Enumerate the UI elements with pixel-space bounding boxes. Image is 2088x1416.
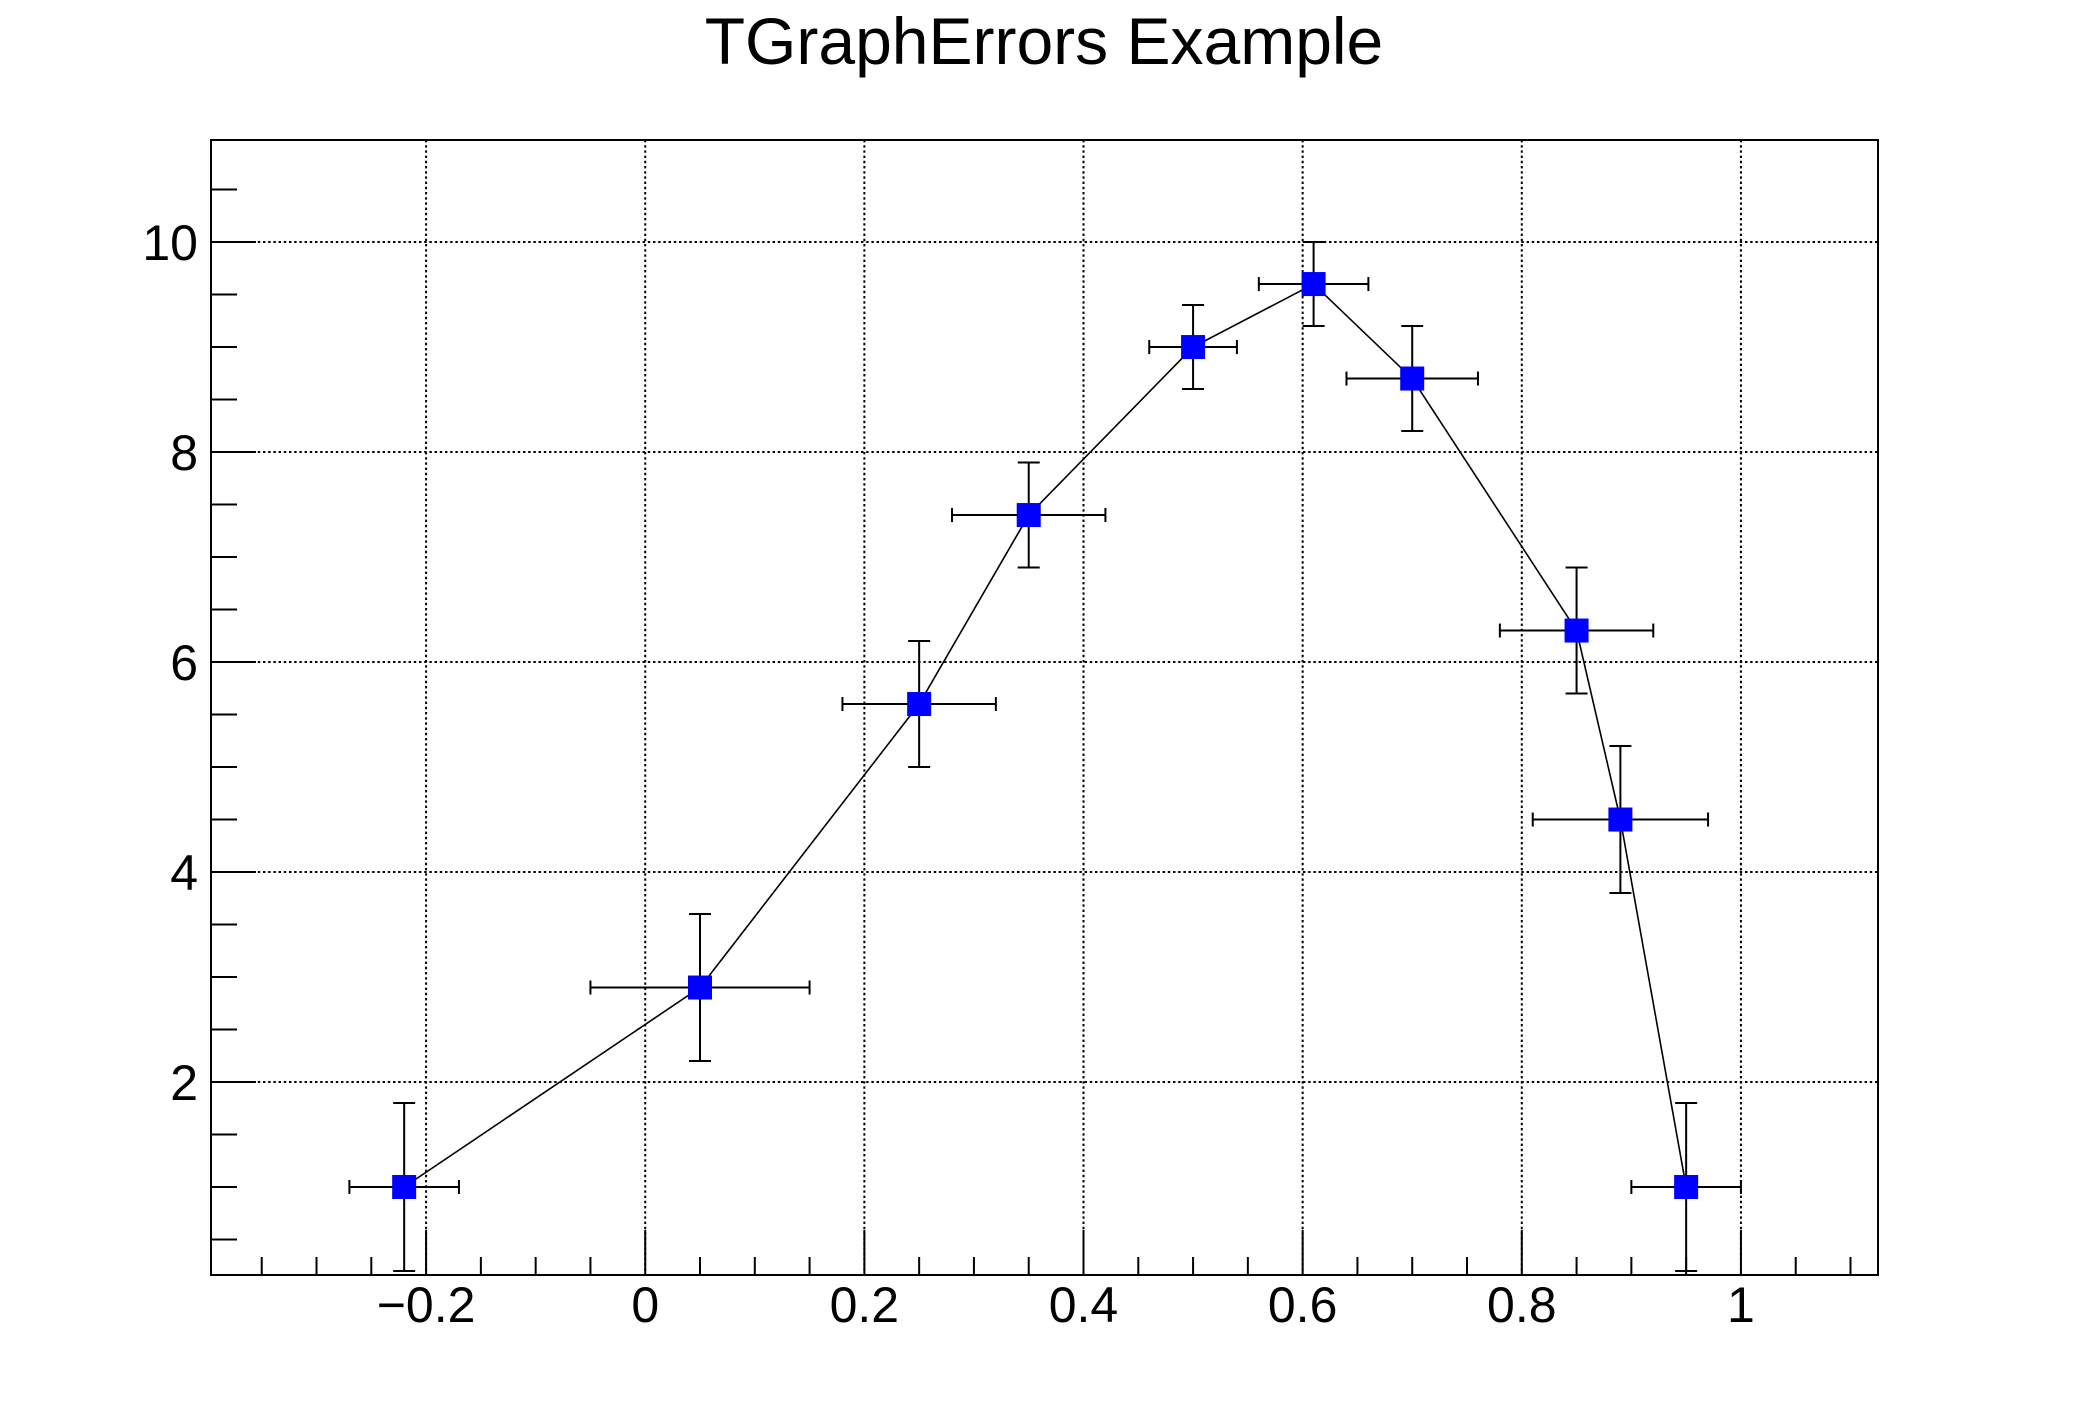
data-marker xyxy=(1564,618,1589,643)
x-tick-label: 0.6 xyxy=(1268,1277,1338,1333)
y-tick-label: 10 xyxy=(142,215,198,271)
data-marker xyxy=(1181,335,1206,360)
data-marker xyxy=(907,692,932,717)
x-tick-label: 0 xyxy=(631,1277,659,1333)
x-tick-label: −0.2 xyxy=(377,1277,476,1333)
data-marker xyxy=(1400,366,1425,391)
series-line xyxy=(403,283,1687,1188)
plot-frame xyxy=(210,139,1879,1276)
x-tick-label: 1 xyxy=(1727,1277,1755,1333)
data-marker xyxy=(1674,1175,1699,1200)
data-marker xyxy=(392,1175,417,1200)
data-series xyxy=(348,241,1742,1273)
y-tick-label: 8 xyxy=(170,425,198,481)
y-tick-label: 4 xyxy=(170,845,198,901)
y-tick-label: 6 xyxy=(170,635,198,691)
x-tick-label: 0.2 xyxy=(830,1277,900,1333)
x-tick-label: 0.8 xyxy=(1487,1277,1557,1333)
axes: −0.2 0 0.2 0.4 0.6 0.8 1 2 4 6 8 10 xyxy=(142,188,1852,1333)
data-marker xyxy=(1016,503,1041,528)
gridlines xyxy=(211,140,1878,1275)
y-tick-label: 2 xyxy=(170,1055,198,1111)
data-marker xyxy=(1608,807,1633,832)
data-marker xyxy=(688,975,713,1000)
data-marker xyxy=(1301,272,1326,297)
chart-title: TGraphErrors Example xyxy=(705,4,1384,78)
x-tick-label: 0.4 xyxy=(1049,1277,1119,1333)
